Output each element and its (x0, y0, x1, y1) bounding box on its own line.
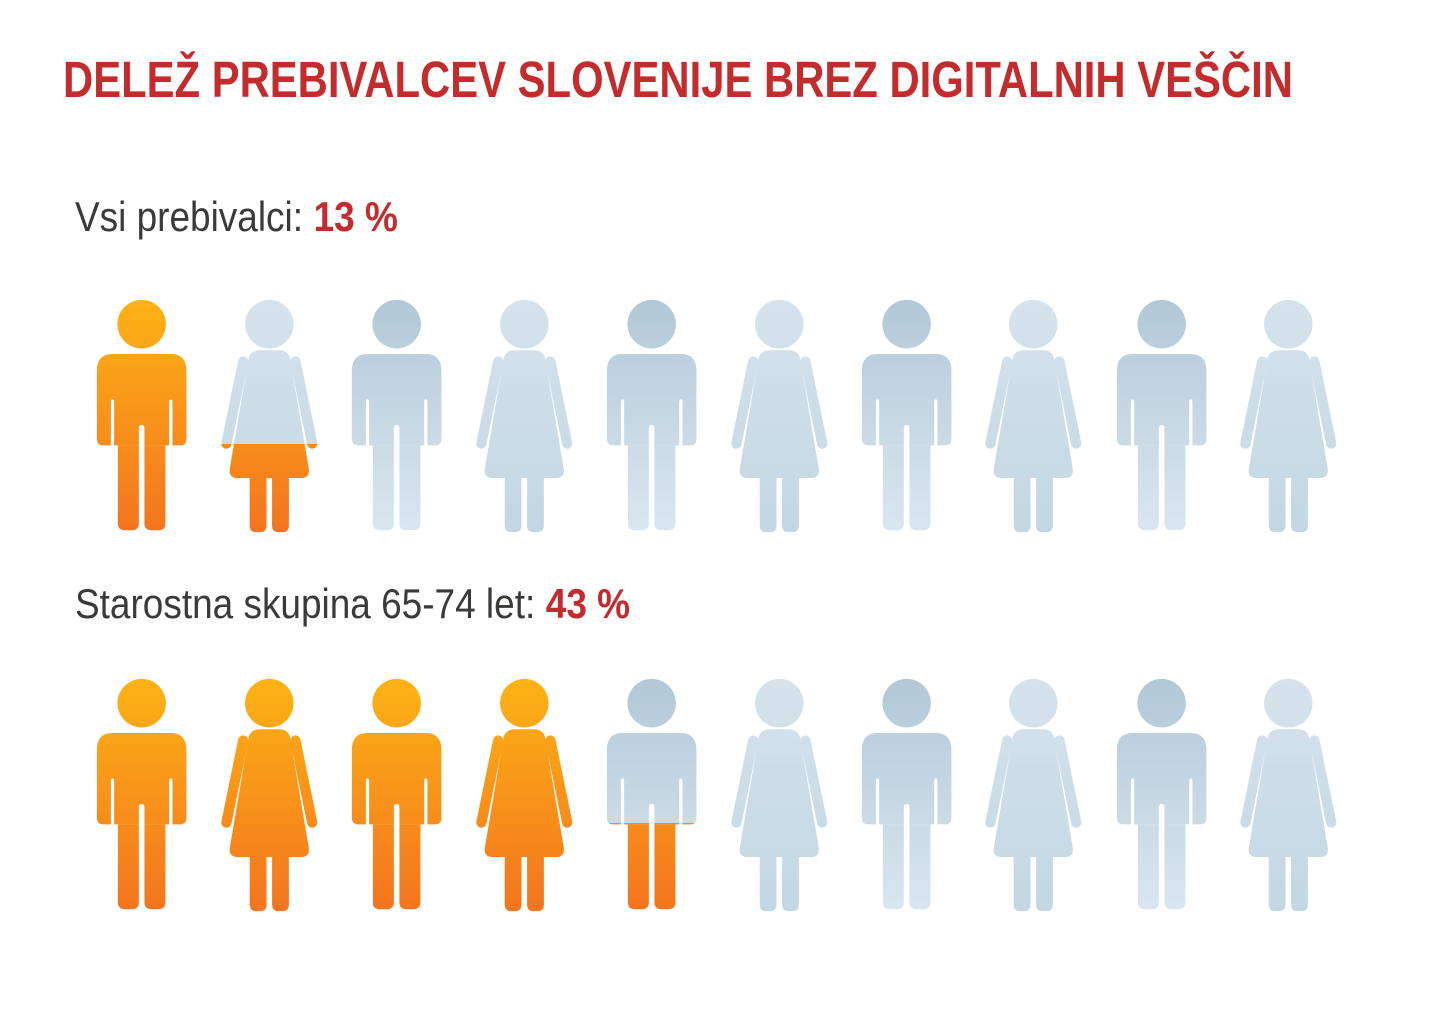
person-female-icon-muted (982, 299, 1085, 534)
series-label-text: Vsi prebivalci: (75, 193, 304, 240)
person-female-icon-muted (1237, 678, 1340, 913)
person-male-icon-highlighted (96, 299, 187, 531)
person-female-icon-partial (218, 299, 321, 534)
person-male-icon-highlighted (96, 678, 187, 910)
pictogram-row-all-residents (95, 299, 1454, 534)
series-section-all-residents: Vsi prebivalci: 13 % (0, 193, 1454, 534)
person-female-icon-highlighted (218, 678, 321, 913)
series-label-age-65-74: Starostna skupina 65-74 let: 43 % (75, 580, 1289, 628)
person-female-icon-muted (728, 299, 831, 534)
person-male-icon-muted (351, 299, 442, 531)
person-female-icon-muted (982, 678, 1085, 913)
series-label-all-residents: Vsi prebivalci: 13 % (75, 193, 1289, 241)
series-label-text: Starostna skupina 65-74 let: (75, 580, 536, 627)
pictogram-row-age-65-74 (95, 678, 1454, 913)
series-value-badge: 43 % (545, 580, 631, 627)
infographic: DELEŽ PREBIVALCEV SLOVENIJE BREZ DIGITAL… (0, 54, 1454, 1010)
person-male-icon-highlighted (351, 678, 442, 910)
page-title: DELEŽ PREBIVALCEV SLOVENIJE BREZ DIGITAL… (63, 51, 1293, 108)
series-value-badge: 13 % (313, 193, 398, 240)
person-male-icon-muted (1115, 678, 1207, 910)
person-female-icon-muted (728, 678, 831, 913)
person-male-icon-muted (1115, 299, 1207, 531)
person-female-icon-muted (473, 299, 576, 534)
person-male-icon-muted (861, 678, 952, 910)
person-male-icon-muted (861, 299, 952, 531)
person-female-icon-muted (1237, 299, 1340, 534)
series-section-age-65-74: Starostna skupina 65-74 let: 43 % (0, 580, 1454, 913)
person-female-icon-highlighted (473, 678, 576, 913)
person-male-icon-partial (606, 678, 697, 910)
person-male-icon-muted (606, 299, 697, 531)
